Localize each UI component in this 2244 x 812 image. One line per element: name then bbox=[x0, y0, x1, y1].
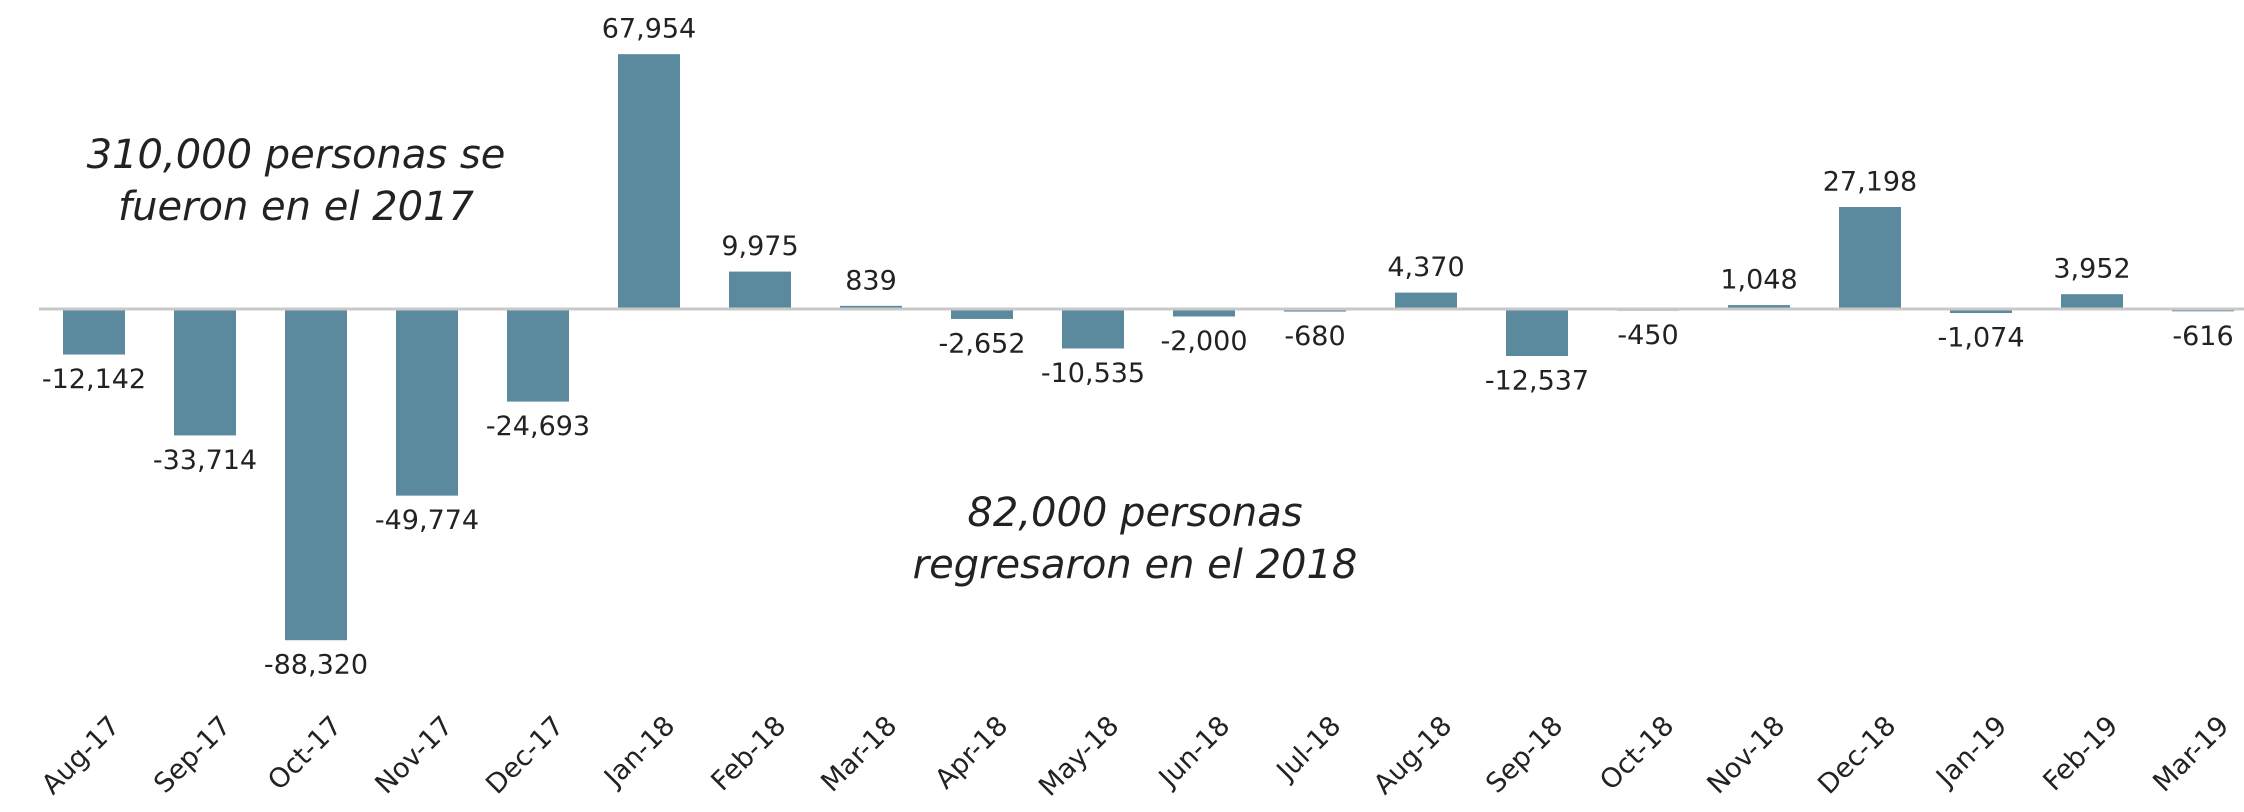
value-label: -616 bbox=[2172, 321, 2233, 352]
x-tick-label: Mar-18 bbox=[815, 710, 903, 798]
value-label: -88,320 bbox=[264, 650, 368, 681]
bar bbox=[63, 309, 125, 355]
x-tick-label: Jul-18 bbox=[1270, 710, 1348, 788]
value-label: -2,000 bbox=[1160, 326, 1247, 357]
bar bbox=[1950, 309, 2012, 314]
value-label: -450 bbox=[1617, 320, 1678, 351]
value-label: 67,954 bbox=[602, 14, 696, 45]
x-tick-label: Nov-17 bbox=[369, 710, 459, 800]
value-label: -12,142 bbox=[42, 364, 146, 395]
x-tick-label: Sep-17 bbox=[148, 710, 237, 799]
bar bbox=[174, 309, 236, 436]
bar bbox=[1506, 309, 1568, 357]
x-tick-label: Dec-18 bbox=[1812, 710, 1902, 800]
x-tick-label: May-18 bbox=[1033, 710, 1125, 802]
x-tick-label: Oct-18 bbox=[1594, 710, 1680, 796]
value-label: 1,048 bbox=[1720, 265, 1797, 296]
value-label: -10,535 bbox=[1041, 358, 1145, 389]
bar bbox=[2061, 294, 2123, 309]
x-tick-label: Jan-18 bbox=[597, 710, 681, 794]
x-tick-label: Feb-19 bbox=[2037, 710, 2124, 797]
x-tick-label: Sep-18 bbox=[1480, 710, 1569, 799]
bar bbox=[507, 309, 569, 402]
value-label: 3,952 bbox=[2053, 254, 2130, 285]
bar bbox=[285, 309, 347, 641]
value-label: -49,774 bbox=[375, 505, 479, 536]
value-label: -33,714 bbox=[153, 445, 257, 476]
x-tick-label: Aug-18 bbox=[1368, 710, 1458, 800]
value-label: -2,652 bbox=[938, 328, 1025, 359]
bar bbox=[396, 309, 458, 496]
x-tick-label: Feb-18 bbox=[705, 710, 792, 797]
value-label: -1,074 bbox=[1937, 323, 2024, 354]
value-label: -12,537 bbox=[1485, 366, 1589, 397]
bar bbox=[729, 271, 791, 309]
bar bbox=[1395, 292, 1457, 309]
bar bbox=[1062, 309, 1124, 349]
bar bbox=[951, 309, 1013, 319]
value-label: 4,370 bbox=[1387, 252, 1464, 283]
bar bbox=[618, 54, 680, 309]
x-tick-label: Apr-18 bbox=[929, 710, 1014, 795]
x-tick-label: Jan-19 bbox=[1929, 710, 2013, 794]
bar bbox=[840, 305, 902, 309]
x-tick-label: Aug-17 bbox=[36, 710, 126, 800]
annotation: regresaron en el 2018 bbox=[913, 542, 1358, 588]
x-tick-label: Dec-17 bbox=[480, 710, 570, 800]
value-label: 27,198 bbox=[1823, 167, 1917, 198]
bar bbox=[1728, 305, 1790, 309]
value-label: 839 bbox=[845, 265, 897, 296]
x-tick-label: Nov-18 bbox=[1701, 710, 1791, 800]
x-tick-label: Mar-19 bbox=[2147, 710, 2235, 798]
annotation: 310,000 personas se bbox=[87, 132, 506, 178]
annotation: fueron en el 2017 bbox=[118, 184, 474, 230]
x-tick-label: Jun-18 bbox=[1152, 710, 1236, 794]
value-label: -24,693 bbox=[486, 411, 590, 442]
x-tick-label: Oct-17 bbox=[262, 710, 348, 796]
annotation: 82,000 personas bbox=[967, 490, 1302, 536]
bar bbox=[1839, 207, 1901, 309]
value-label: 9,975 bbox=[721, 231, 798, 262]
bar bbox=[1173, 309, 1235, 317]
value-label: -680 bbox=[1284, 321, 1345, 352]
